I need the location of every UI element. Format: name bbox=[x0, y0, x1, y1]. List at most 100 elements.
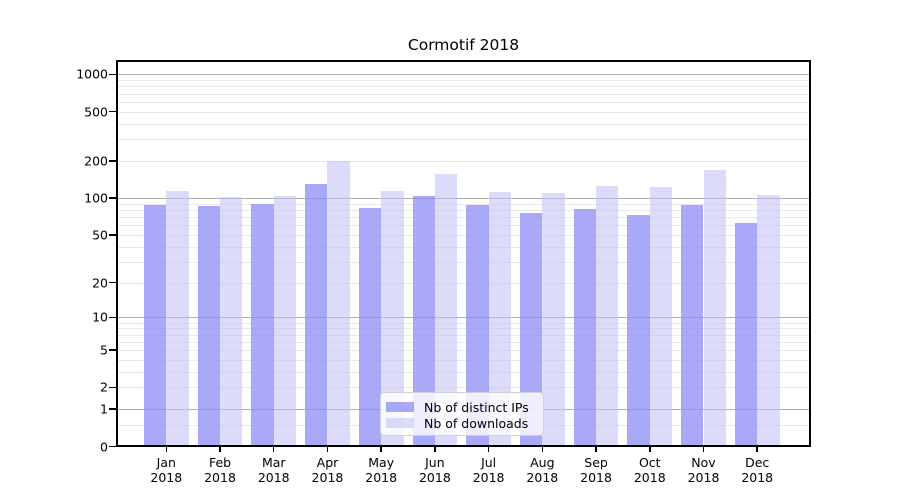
minor-gridline bbox=[118, 139, 809, 141]
bar-downloads bbox=[220, 197, 243, 445]
y-tick-label: 2 bbox=[100, 379, 108, 395]
y-tick-mark bbox=[109, 197, 116, 199]
x-tick-mark bbox=[434, 447, 436, 452]
x-tick-year: 2018 bbox=[257, 470, 290, 485]
x-tick-month: Dec bbox=[745, 455, 770, 470]
x-tick-month: Feb bbox=[208, 455, 232, 470]
minor-gridline bbox=[118, 359, 809, 361]
legend-label: Nb of distinct IPs bbox=[424, 399, 529, 415]
legend-swatch-distinct-ips bbox=[386, 402, 414, 412]
bar-distinct-ips bbox=[519, 213, 543, 445]
x-tick-year: 2018 bbox=[687, 470, 720, 485]
x-tick-month: Sep bbox=[584, 455, 608, 470]
x-tick-label: Jun 2018 bbox=[403, 455, 467, 485]
major-gridline bbox=[118, 317, 809, 319]
x-tick-year: 2018 bbox=[365, 470, 398, 485]
minor-gridline bbox=[118, 80, 809, 82]
bar-downloads bbox=[757, 194, 780, 445]
bar-downloads bbox=[327, 161, 350, 445]
x-tick-mark bbox=[380, 447, 382, 452]
minor-gridline bbox=[118, 101, 809, 103]
minor-gridline bbox=[118, 341, 809, 343]
y-tick-label: 1 bbox=[100, 401, 108, 417]
x-tick-year: 2018 bbox=[741, 470, 774, 485]
y-tick-mark bbox=[109, 386, 116, 389]
y-tick-label: 50 bbox=[92, 227, 108, 243]
x-tick-mark bbox=[272, 447, 275, 452]
y-tick-mark bbox=[109, 445, 116, 448]
bar-distinct-ips bbox=[143, 204, 167, 445]
y-tick-mark bbox=[109, 110, 116, 113]
x-tick-year: 2018 bbox=[204, 470, 236, 485]
x-tick-label: Dec 2018 bbox=[725, 455, 789, 485]
minor-gridline bbox=[118, 203, 809, 205]
x-tick-label: Apr 2018 bbox=[295, 455, 359, 485]
y-tick-mark bbox=[109, 281, 116, 284]
x-tick-month: May bbox=[368, 455, 395, 470]
y-tick-label: 1000 bbox=[76, 66, 108, 82]
x-tick-label: Jul 2018 bbox=[457, 455, 521, 485]
minor-gridline bbox=[118, 334, 809, 336]
x-tick-label: May 2018 bbox=[349, 455, 413, 485]
bar-downloads bbox=[434, 173, 458, 445]
minor-gridline bbox=[118, 216, 809, 218]
x-tick-label: Sep 2018 bbox=[564, 455, 628, 485]
x-tick-year: 2018 bbox=[472, 470, 505, 485]
y-tick-label: 100 bbox=[84, 190, 108, 206]
x-tick-mark bbox=[541, 447, 544, 452]
bar-downloads bbox=[703, 169, 726, 445]
minor-gridline bbox=[118, 234, 809, 236]
legend-item: Nb of downloads bbox=[386, 415, 535, 431]
bar-distinct-ips bbox=[681, 205, 704, 445]
minor-gridline bbox=[118, 160, 809, 162]
legend-swatch-downloads bbox=[386, 418, 414, 428]
y-tick-mark bbox=[109, 234, 116, 236]
bar-downloads bbox=[166, 190, 189, 445]
minor-gridline bbox=[118, 86, 809, 88]
x-tick-month: Jun bbox=[425, 455, 445, 470]
x-tick-label: Nov 2018 bbox=[672, 455, 736, 485]
bar-distinct-ips bbox=[197, 205, 220, 445]
y-tick-label: 20 bbox=[92, 275, 108, 291]
y-tick-mark bbox=[109, 73, 116, 76]
y-tick-mark bbox=[109, 408, 116, 410]
x-tick-mark bbox=[219, 447, 221, 452]
bar-downloads bbox=[488, 191, 511, 445]
x-tick-month: Aug bbox=[530, 455, 555, 470]
x-tick-label: Feb 2018 bbox=[188, 455, 252, 485]
x-tick-mark bbox=[702, 447, 705, 452]
x-tick-label: Aug 2018 bbox=[510, 455, 574, 485]
minor-gridline bbox=[118, 371, 809, 373]
bar-distinct-ips bbox=[627, 214, 650, 445]
legend-item: Nb of distinct IPs bbox=[386, 399, 535, 415]
bar-downloads bbox=[542, 192, 565, 445]
minor-gridline bbox=[118, 93, 809, 95]
minor-gridline bbox=[118, 111, 809, 113]
major-gridline bbox=[118, 74, 809, 76]
y-tick-label: 5 bbox=[100, 342, 108, 358]
y-tick-label: 500 bbox=[84, 104, 108, 120]
chart-title: Cormotif 2018 bbox=[407, 36, 520, 54]
bar-distinct-ips bbox=[305, 184, 328, 445]
legend: Nb of distinct IPs Nb of downloads bbox=[380, 392, 544, 436]
minor-gridline bbox=[118, 282, 809, 284]
x-tick-year: 2018 bbox=[526, 470, 559, 485]
plot-area bbox=[116, 60, 811, 447]
minor-gridline bbox=[118, 350, 809, 351]
y-tick-label: 10 bbox=[92, 309, 108, 325]
x-tick-label: Oct 2018 bbox=[618, 455, 682, 485]
bar-downloads bbox=[381, 191, 404, 445]
x-tick-year: 2018 bbox=[633, 470, 666, 485]
x-tick-mark bbox=[487, 447, 490, 452]
bar-distinct-ips bbox=[573, 208, 597, 445]
bar-distinct-ips bbox=[358, 207, 382, 445]
x-tick-year: 2018 bbox=[150, 470, 183, 485]
bar-distinct-ips bbox=[466, 205, 489, 445]
bar-distinct-ips bbox=[734, 222, 758, 445]
x-tick-month: Nov bbox=[691, 455, 716, 470]
y-tick-label: 0 bbox=[100, 439, 108, 454]
x-tick-mark bbox=[595, 447, 597, 452]
y-tick-label: 200 bbox=[84, 153, 108, 169]
x-tick-year: 2018 bbox=[418, 470, 451, 485]
